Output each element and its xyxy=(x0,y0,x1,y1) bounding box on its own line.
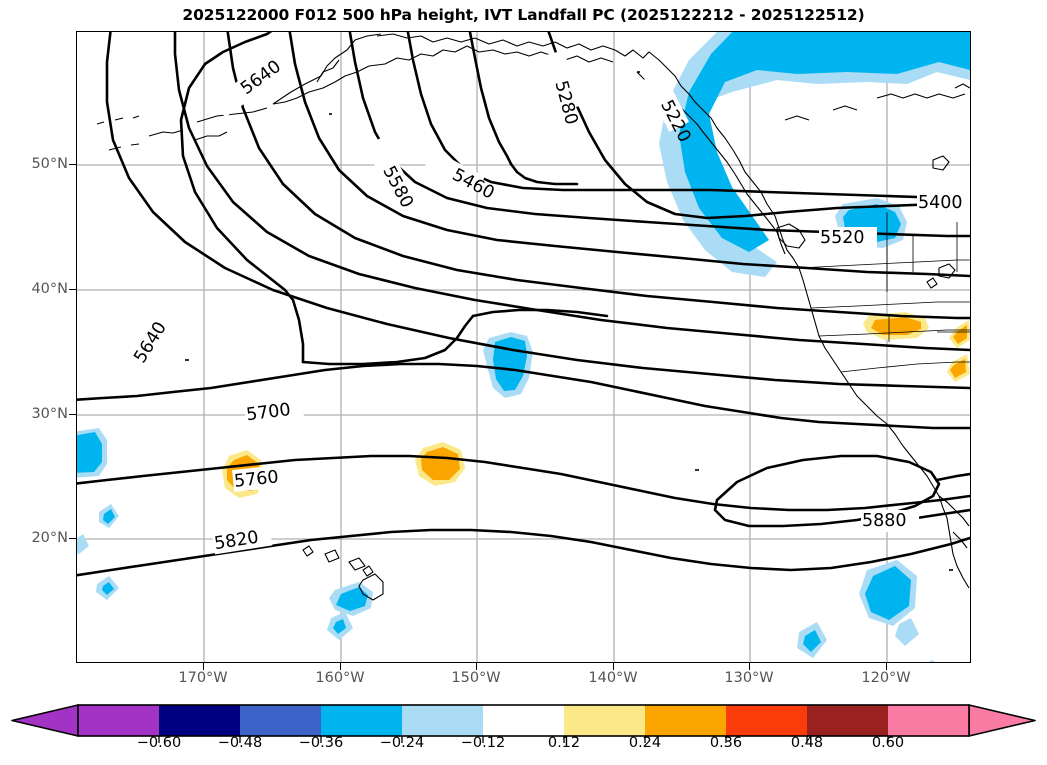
shade-core-nevada xyxy=(871,317,921,335)
y-tick-label-40n: 40°N xyxy=(31,281,68,297)
contour-5460 xyxy=(288,32,970,278)
y-tick-label-20n: 20°N xyxy=(31,530,68,546)
contour-5340 xyxy=(406,32,970,200)
colorbar-extend-max xyxy=(968,704,1036,737)
contour-label-5880: 5880 xyxy=(862,511,907,531)
x-tickmark xyxy=(203,663,205,670)
shade-halo-se2 xyxy=(895,618,919,646)
colorbar-tick-label: 0.48 xyxy=(790,735,824,751)
shade-core-hi1 xyxy=(336,587,368,611)
shade-core-left-d3 xyxy=(102,582,114,595)
contour-label-5640-nw: 5640 xyxy=(237,57,285,99)
gridlines xyxy=(77,32,970,662)
y-tick-label-30n: 30°N xyxy=(31,406,68,422)
x-tickmark xyxy=(886,663,888,670)
shade-core-bc xyxy=(679,32,970,252)
page-title: 2025122000 F012 500 hPa height, IVT Land… xyxy=(182,6,865,24)
contour-5280 xyxy=(468,32,513,166)
y-tickmark xyxy=(69,414,76,416)
shade-core-hi2 xyxy=(333,619,346,634)
coastlines xyxy=(96,33,970,601)
colorbar-segments xyxy=(78,705,969,736)
colorbar-svg xyxy=(11,704,1036,743)
contour-5760 xyxy=(77,454,970,512)
colorbar-tickmarks xyxy=(158,736,889,743)
colorbar-tick-label: 0.24 xyxy=(628,735,662,751)
contour-5700 xyxy=(77,362,970,430)
x-tick-label-170w: 170°W xyxy=(178,670,228,686)
contour-5880 xyxy=(713,454,941,528)
contour-5820 xyxy=(77,528,970,577)
contour-5640-ridge xyxy=(179,62,305,364)
colorbar-tick-label: 0.60 xyxy=(871,735,905,751)
shade-core-orange-150w xyxy=(421,447,460,480)
x-tick-label-140w: 140°W xyxy=(588,670,638,686)
contour-label-5400: 5400 xyxy=(918,193,963,213)
colorbar-tick-label: −0.24 xyxy=(379,735,425,751)
colorbar-tick-label: 0.36 xyxy=(709,735,743,751)
contour-5580 xyxy=(173,32,970,352)
contour-label-5520: 5520 xyxy=(820,228,865,248)
contour-label-5760: 5760 xyxy=(233,467,279,492)
colorbar-extend-min xyxy=(11,704,79,737)
colorbar-tick-label: −0.12 xyxy=(460,735,506,751)
x-tickmark xyxy=(613,663,615,670)
x-tickmark xyxy=(749,663,751,670)
shade-core-sw2 xyxy=(950,359,966,378)
shade-core-se3 xyxy=(803,630,821,652)
shade-halo-se4 xyxy=(928,660,935,662)
shade-halo-left-d2 xyxy=(77,534,89,554)
colorbar-tick-label: −0.48 xyxy=(217,735,263,751)
contour-label-5280: 5280 xyxy=(550,79,581,127)
x-tick-label-130w: 130°W xyxy=(724,670,774,686)
y-tickmark xyxy=(69,164,76,166)
colorbar-tick-label: −0.36 xyxy=(298,735,344,751)
y-tickmark xyxy=(69,538,76,540)
y-tick-label-50n: 50°N xyxy=(31,156,68,172)
map-plot-area: 5640 5280 5220 5580 5460 5400 5520 5640 … xyxy=(76,31,971,663)
x-tick-label-160w: 160°W xyxy=(315,670,365,686)
colorbar: −0.60 −0.48 −0.36 −0.24 −0.12 0.12 0.24 … xyxy=(0,700,1047,765)
x-tick-label-150w: 150°W xyxy=(451,670,501,686)
contour-label-5700: 5700 xyxy=(245,400,292,425)
colorbar-tick-label: 0.12 xyxy=(547,735,581,751)
map-svg: 5640 5280 5220 5580 5460 5400 5520 5640 … xyxy=(77,32,970,662)
height-contours xyxy=(77,32,970,577)
contour-5640 xyxy=(105,32,970,390)
contour-labels: 5640 5280 5220 5580 5460 5400 5520 5640 … xyxy=(113,50,970,555)
x-tick-label-120w: 120°W xyxy=(861,670,911,686)
x-tickmark xyxy=(340,663,342,670)
y-tickmark xyxy=(69,289,76,291)
shade-core-se1 xyxy=(865,566,911,620)
colorbar-tick-label: −0.60 xyxy=(136,735,182,751)
contour-label-5640-sw: 5640 xyxy=(130,318,171,366)
shade-core-left-edge xyxy=(77,432,102,473)
x-tickmark xyxy=(476,663,478,670)
contour-5520 xyxy=(226,32,970,320)
shade-core-left-d1 xyxy=(103,509,115,524)
